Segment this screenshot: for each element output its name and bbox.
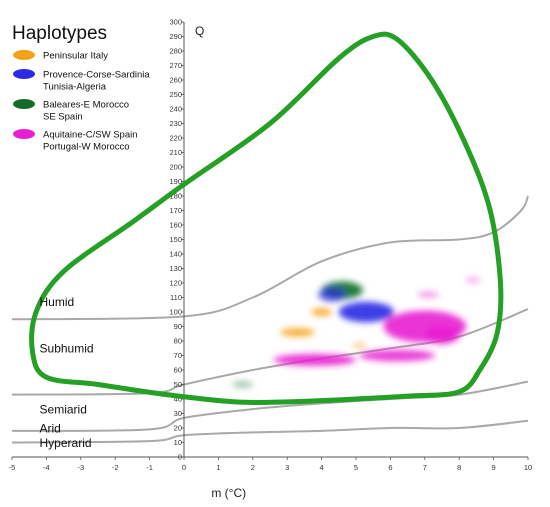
x-tick-label: 2: [251, 463, 255, 472]
haplotype-clusters: [232, 277, 480, 388]
x-tick-label: -5: [9, 463, 16, 472]
y-tick-label: 130: [169, 264, 182, 273]
legend-label: Portugal-W Morocco: [43, 142, 130, 153]
y-tick-label: 270: [169, 61, 182, 70]
boundary-line-arid-hyperarid: [11, 419, 529, 444]
y-tick-label: 30: [174, 409, 182, 418]
y-tick-label: 290: [169, 32, 182, 41]
legend: Haplotypes Peninsular Italy Provence-Corse…: [12, 23, 150, 153]
y-tick-label: 300: [169, 18, 182, 27]
boundary-line-semiarid-arid: [11, 380, 529, 432]
x-tick-label: 10: [524, 463, 532, 472]
zone-label: Humid: [40, 295, 75, 309]
y-tick-label: 20: [174, 424, 182, 433]
legend-label: Provence-Corse-Sardinia: [43, 70, 150, 81]
x-tick-label: 7: [423, 463, 427, 472]
y-tick-label: 180: [169, 192, 182, 201]
envelope-outline: [29, 31, 504, 406]
axes: -5 -4 -3 -2 -1 0 1 2 3 4 5 6 7 8 9 10010203040506070809…: [9, 18, 533, 501]
legend-label: SE Spain: [43, 112, 83, 123]
y-tick-label: 240: [169, 105, 182, 114]
legend-label: Peninsular Italy: [43, 51, 108, 62]
zone-label: Hyperarid: [40, 436, 92, 450]
x-tick-label: 6: [388, 463, 392, 472]
x-tick-label: 3: [285, 463, 289, 472]
x-tick-label: -3: [77, 463, 84, 472]
cluster-point: [232, 381, 253, 388]
zone-label: Semiarid: [40, 403, 87, 417]
cluster-point: [338, 301, 394, 323]
y-tick-label: 100: [169, 308, 182, 317]
x-tick-label: -2: [112, 463, 119, 472]
zone-label: Subhumid: [40, 342, 94, 356]
y-tick-label: 110: [170, 293, 182, 302]
cluster-point: [359, 349, 436, 362]
x-tick-label: 1: [216, 463, 220, 472]
y-tick-label: 40: [174, 395, 182, 404]
y-tick-label: 120: [169, 279, 182, 288]
cluster-point: [280, 328, 315, 337]
y-tick-label: 280: [169, 47, 182, 56]
y-tick-label: 250: [169, 90, 182, 99]
legend-label: Aquitaine-C/SW Spain: [43, 130, 138, 141]
x-tick-label: 0: [182, 463, 186, 472]
y-tick-label: 60: [174, 366, 182, 375]
y-tick-label: 150: [169, 235, 182, 244]
y-tick-label: 160: [169, 221, 182, 230]
cluster-point: [417, 291, 439, 298]
legend-label: Tunisia-Algeria: [43, 82, 107, 93]
cluster-point: [352, 342, 367, 349]
cluster-point: [311, 307, 332, 317]
y-tick-label: 80: [174, 337, 182, 346]
x-tick-label: 4: [320, 463, 324, 472]
x-axis-label: m (°C): [211, 486, 246, 500]
y-tick-label: 260: [169, 76, 182, 85]
cluster-point: [273, 354, 357, 366]
x-tick-label: 5: [354, 463, 358, 472]
legend-swatch: [13, 99, 35, 109]
legend-title: Haplotypes: [12, 23, 107, 44]
y-tick-label: 200: [169, 163, 182, 172]
x-tick-label: 8: [457, 463, 461, 472]
legend-swatch: [13, 50, 35, 60]
cluster-point: [318, 287, 346, 302]
species-envelope: [29, 31, 504, 406]
y-tick-label: 170: [169, 206, 182, 215]
y-tick-label: 90: [174, 322, 182, 331]
y-tick-label: 230: [169, 119, 182, 128]
legend-swatch: [13, 69, 35, 79]
legend-swatch: [13, 129, 35, 139]
cluster-point: [424, 326, 460, 344]
cluster-point: [466, 277, 480, 283]
x-tick-label: -4: [43, 463, 50, 472]
legend-label: Baleares-E Morocco: [43, 100, 129, 111]
y-axis-label: Q: [195, 24, 204, 38]
y-tick-label: 190: [169, 177, 182, 186]
y-tick-label: 0: [178, 453, 182, 462]
zone-label: Arid: [40, 421, 61, 435]
boundary-line-humid-subhumid: [11, 195, 529, 321]
y-tick-label: 10: [174, 438, 182, 447]
y-tick-label: 70: [174, 351, 182, 360]
y-tick-label: 220: [169, 134, 182, 143]
y-tick-label: 210: [169, 148, 182, 157]
y-tick-label: 50: [174, 380, 182, 389]
y-tick-label: 140: [169, 250, 182, 259]
x-tick-label: 9: [492, 463, 496, 472]
x-tick-label: -1: [146, 463, 153, 472]
